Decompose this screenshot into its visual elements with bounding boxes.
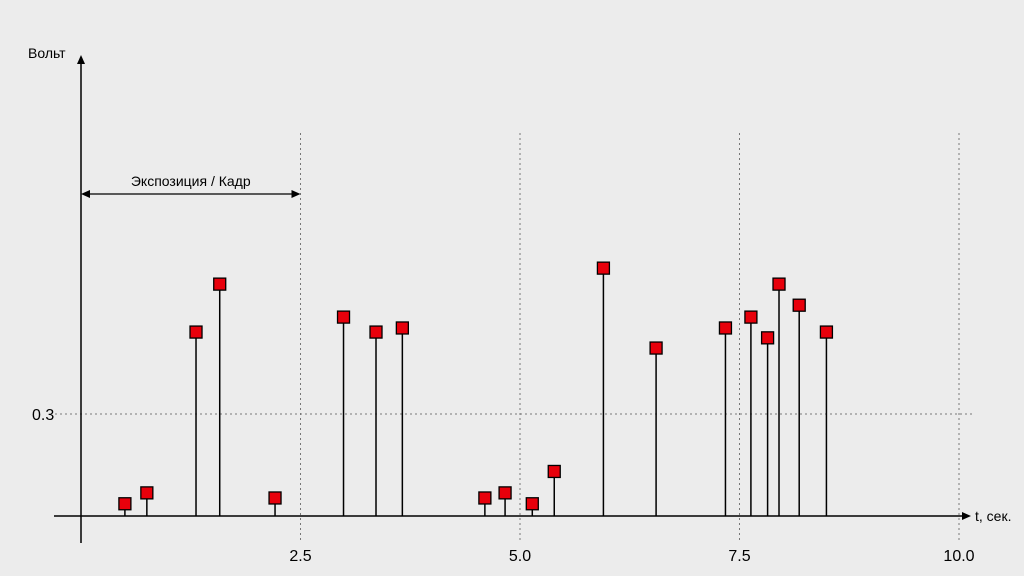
x-tick-label-1: 5.0 <box>509 548 531 565</box>
tick-labels: 2.5 5.0 7.5 10.0 0.3 <box>32 407 975 565</box>
data-point-19 <box>819 325 834 339</box>
data-point-11 <box>547 464 561 479</box>
data-point-16 <box>760 331 775 345</box>
data-point-0 <box>118 497 132 511</box>
y-axis-title: Вольт <box>28 45 66 61</box>
data-point-10 <box>525 497 539 511</box>
x-tick-label-3: 10.0 <box>943 548 974 565</box>
data-markers <box>118 261 834 511</box>
x-axis-title: t, сек. <box>975 508 1011 524</box>
data-point-9 <box>498 486 512 500</box>
data-point-14 <box>718 321 733 335</box>
data-point-18 <box>792 298 806 312</box>
annotation-arrow-right <box>291 190 301 198</box>
x-axis-arrow <box>962 512 971 520</box>
x-tick-label-0: 2.5 <box>289 548 311 565</box>
y-tick-label-0: 0.3 <box>32 407 54 424</box>
data-point-4 <box>268 491 282 505</box>
data-point-7 <box>395 321 409 335</box>
stems <box>124 268 828 516</box>
data-point-1 <box>140 486 154 500</box>
data-point-3 <box>213 277 227 291</box>
data-point-5 <box>336 310 351 324</box>
annotation-label: Экспозиция / Кадр <box>131 173 251 189</box>
y-axis-arrow <box>77 55 85 64</box>
data-point-17 <box>772 277 786 291</box>
data-point-6 <box>369 325 383 339</box>
data-point-12 <box>596 261 611 275</box>
data-point-15 <box>744 310 758 324</box>
data-point-13 <box>649 341 663 355</box>
axes <box>54 55 971 543</box>
data-point-2 <box>189 325 203 339</box>
x-tick-label-2: 7.5 <box>728 548 750 565</box>
data-point-8 <box>478 491 492 505</box>
annotation-arrow-left <box>81 190 90 198</box>
exposure-annotation: Экспозиция / Кадр <box>81 173 301 198</box>
